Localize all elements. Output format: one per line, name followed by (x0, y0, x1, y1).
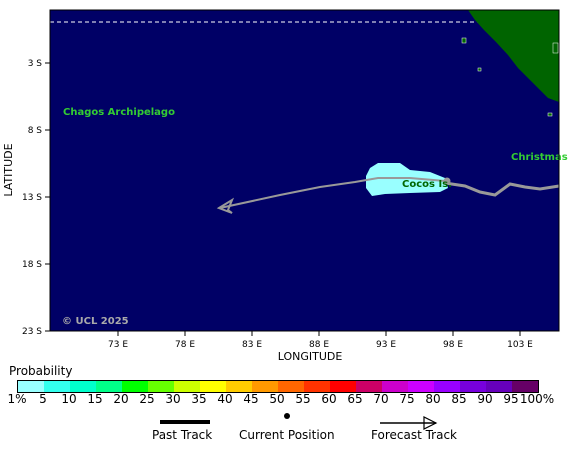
track-key-symbols (160, 413, 438, 430)
legend-swatch (200, 381, 226, 392)
forecast-track-line (219, 177, 446, 209)
legend-swatch (252, 381, 278, 392)
x-tick-label: 88 E (309, 340, 329, 350)
map-panel: Chagos Archipelago Cocos Is. Christmas ©… (2, 9, 568, 360)
legend-swatch (174, 381, 200, 392)
x-tick-label: 103 E (507, 340, 533, 350)
legend-swatch (486, 381, 512, 392)
legend-label: 25 (139, 392, 155, 406)
island (547, 112, 553, 117)
y-tick-label: 18 S (22, 260, 42, 270)
x-axis-title: LONGITUDE (278, 350, 343, 360)
legend-swatch (512, 381, 538, 392)
current-position-marker (443, 177, 451, 185)
legend-label: 65 (347, 392, 363, 406)
copyright-text: © UCL 2025 (62, 316, 129, 327)
legend-label: 70 (373, 392, 389, 406)
legend-label: 35 (191, 392, 207, 406)
legend-swatch (122, 381, 148, 392)
probability-labels: 1% 5 10 15 20 25 30 35 40 45 50 55 60 65 70 75 80 85 90 95 1… (0, 392, 580, 406)
legend-swatch (408, 381, 434, 392)
ocean-area (50, 10, 559, 331)
legend-swatch (330, 381, 356, 392)
past-track-line (444, 181, 560, 197)
y-axis: 3 S 8 S 13 S 18 S 23 S (22, 59, 50, 337)
x-tick-label: 78 E (175, 340, 195, 350)
legend-label: 40 (217, 392, 233, 406)
x-tick-label: 93 E (376, 340, 396, 350)
forecast-arrow-head (216, 197, 235, 214)
place-label-cocos: Cocos Is. (402, 179, 452, 190)
forecast-track-label: Forecast Track (371, 428, 457, 442)
legend-swatch (18, 381, 44, 392)
x-tick-label: 98 E (443, 340, 463, 350)
probability-area (366, 163, 448, 196)
legend-swatch (460, 381, 486, 392)
forecast-arrow-symbol (423, 416, 438, 430)
legend-label: 20 (113, 392, 129, 406)
legend-swatch (226, 381, 252, 392)
x-tick-label: 83 E (242, 340, 262, 350)
probability-color-bar (17, 380, 539, 393)
island (461, 37, 467, 44)
legend-label: 80 (425, 392, 441, 406)
past-track-label: Past Track (152, 428, 213, 442)
current-position-symbol (284, 413, 290, 419)
legend-swatch (278, 381, 304, 392)
legend-label: 95 (503, 392, 519, 406)
legend-swatch (304, 381, 330, 392)
map-border (49, 9, 560, 332)
legend-label: 10 (61, 392, 77, 406)
y-tick-label: 3 S (28, 59, 43, 69)
legend-label: 15 (87, 392, 103, 406)
legend-label: 50 (269, 392, 285, 406)
track-key: Past Track Current Position Forecast Tra… (0, 410, 580, 450)
y-tick-label: 13 S (22, 193, 42, 203)
legend-swatch (148, 381, 174, 392)
legend-swatch (44, 381, 70, 392)
legend-label: 85 (451, 392, 467, 406)
y-tick-label: 23 S (22, 327, 42, 337)
legend-label: 100% (519, 392, 555, 406)
legend-swatch (356, 381, 382, 392)
legend-swatch (96, 381, 122, 392)
legend-label: 45 (243, 392, 259, 406)
legend-label: 30 (165, 392, 181, 406)
legend-label: 1% (7, 392, 27, 406)
sumatra-landmass (468, 10, 559, 102)
y-axis-title: LATITUDE (2, 143, 15, 196)
place-label-chagos: Chagos Archipelago (63, 107, 175, 118)
legend-swatch (70, 381, 96, 392)
place-label-christmas: Christmas (511, 152, 568, 163)
x-axis: 73 E 78 E 83 E 88 E 93 E 98 E 103 E (108, 331, 533, 350)
legend-label: 55 (295, 392, 311, 406)
island (477, 67, 482, 72)
legend-title: Probability (9, 364, 73, 378)
legend-label: 75 (399, 392, 415, 406)
legend-label: 5 (39, 392, 47, 406)
current-position-label: Current Position (239, 428, 335, 442)
legend-swatch (382, 381, 408, 392)
x-tick-label: 73 E (108, 340, 128, 350)
legend-label: 60 (321, 392, 337, 406)
y-tick-label: 8 S (28, 126, 43, 136)
island (552, 42, 559, 54)
legend-label: 90 (477, 392, 493, 406)
legend-swatch (434, 381, 460, 392)
